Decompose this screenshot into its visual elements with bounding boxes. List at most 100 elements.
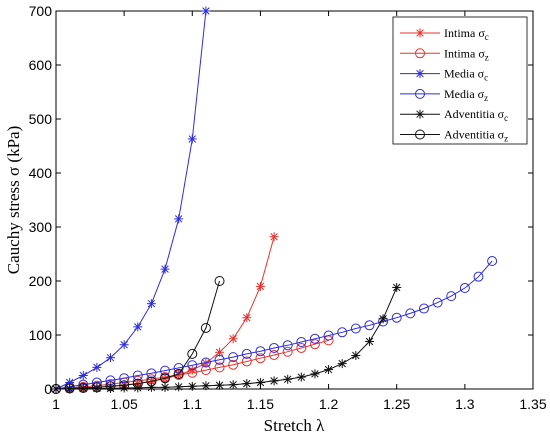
legend-marker — [415, 48, 425, 59]
data-point — [228, 352, 239, 363]
data-point — [201, 381, 211, 391]
data-point — [78, 371, 88, 380]
legend-label-main: Intima σ — [444, 46, 485, 60]
data-point — [160, 373, 171, 384]
data-point — [200, 322, 211, 333]
data-point — [296, 342, 307, 353]
y-tick-label: 300 — [29, 219, 53, 235]
data-point — [418, 303, 429, 314]
data-point — [364, 320, 375, 331]
data-point — [269, 232, 279, 242]
data-point — [310, 369, 320, 379]
data-point — [296, 337, 307, 348]
y-tick-label: 600 — [29, 57, 53, 73]
data-point — [119, 340, 129, 350]
data-point — [187, 360, 198, 371]
legend-label: Media σz — [444, 87, 488, 103]
legend-label-subscript: c — [485, 32, 489, 42]
data-point — [91, 382, 102, 393]
series-line — [55, 280, 220, 390]
data-point — [200, 365, 211, 376]
legend-marker — [415, 28, 425, 38]
legend-marker — [415, 129, 425, 140]
data-point — [119, 373, 130, 384]
data-point — [241, 356, 252, 367]
data-point — [215, 347, 225, 357]
data-point — [133, 322, 143, 332]
legend-label: Media σc — [444, 67, 488, 83]
data-point — [228, 359, 239, 370]
data-point — [378, 314, 388, 324]
legend-label-main: Adventitia σ — [444, 128, 505, 142]
legend-label: Adventitia σz — [444, 128, 508, 144]
legend-label-main: Intima σ — [444, 26, 485, 40]
data-point — [160, 264, 170, 274]
data-point — [309, 333, 320, 344]
data-point — [200, 357, 211, 368]
legend-label-subscript: c — [504, 113, 508, 123]
series-line — [55, 10, 207, 390]
data-point — [187, 348, 198, 359]
legend-entry: Adventitia σz — [400, 128, 508, 144]
legend-label-main: Adventitia σ — [444, 107, 505, 121]
data-point — [146, 376, 157, 387]
legend-box — [392, 16, 528, 145]
data-point — [242, 313, 252, 323]
x-axis-title: Stretch λ — [264, 416, 325, 435]
data-point — [296, 372, 306, 382]
data-point — [242, 379, 252, 389]
data-point — [255, 346, 266, 357]
x-tick-label: 1.3 — [455, 396, 475, 412]
data-point — [364, 336, 374, 346]
data-point — [106, 383, 116, 393]
data-point — [283, 374, 293, 384]
legend-marker — [415, 69, 425, 79]
x-tick-label: 1.35 — [519, 396, 546, 412]
legend-label-subscript: z — [485, 52, 489, 62]
data-point — [173, 368, 184, 379]
y-tick-label: 700 — [29, 3, 53, 19]
x-tick-label: 1.05 — [111, 396, 138, 412]
data-point — [432, 297, 443, 308]
data-point — [146, 368, 157, 379]
data-point — [215, 380, 225, 390]
data-point — [160, 365, 171, 376]
y-tick-label: 100 — [29, 327, 53, 343]
y-tick-label: 200 — [29, 273, 53, 289]
x-tick-label: 1.2 — [319, 396, 339, 412]
legend-label-main: Media σ — [444, 87, 485, 101]
legend-label-subscript: z — [484, 93, 488, 103]
data-point — [269, 342, 280, 353]
y-tick-label: 400 — [29, 165, 53, 181]
data-point — [160, 382, 170, 392]
data-point — [64, 383, 75, 394]
legend-label: Intima σz — [444, 46, 489, 62]
data-point — [255, 281, 265, 291]
series-5 — [51, 282, 402, 394]
data-point — [392, 282, 402, 292]
legend-entry: Media σc — [400, 67, 488, 83]
data-point — [282, 346, 293, 357]
data-point — [214, 362, 225, 373]
data-point — [105, 381, 116, 392]
legend-entry: Adventitia σc — [400, 107, 508, 123]
data-point — [214, 276, 225, 286]
data-point — [459, 283, 470, 294]
series-3 — [51, 6, 211, 394]
data-point — [323, 330, 334, 341]
data-point — [446, 291, 457, 302]
data-point — [132, 378, 143, 389]
series-6 — [51, 276, 225, 394]
data-point — [337, 327, 348, 338]
legend-entry: Intima σz — [400, 46, 489, 62]
x-tick-label: 1.25 — [383, 396, 410, 412]
data-point — [187, 134, 197, 144]
y-tick-label: 0 — [44, 381, 52, 397]
legend-label-subscript: z — [504, 134, 508, 144]
data-point — [187, 367, 198, 378]
y-tick-label: 500 — [29, 111, 53, 127]
data-point — [119, 380, 130, 391]
data-point — [78, 382, 89, 393]
